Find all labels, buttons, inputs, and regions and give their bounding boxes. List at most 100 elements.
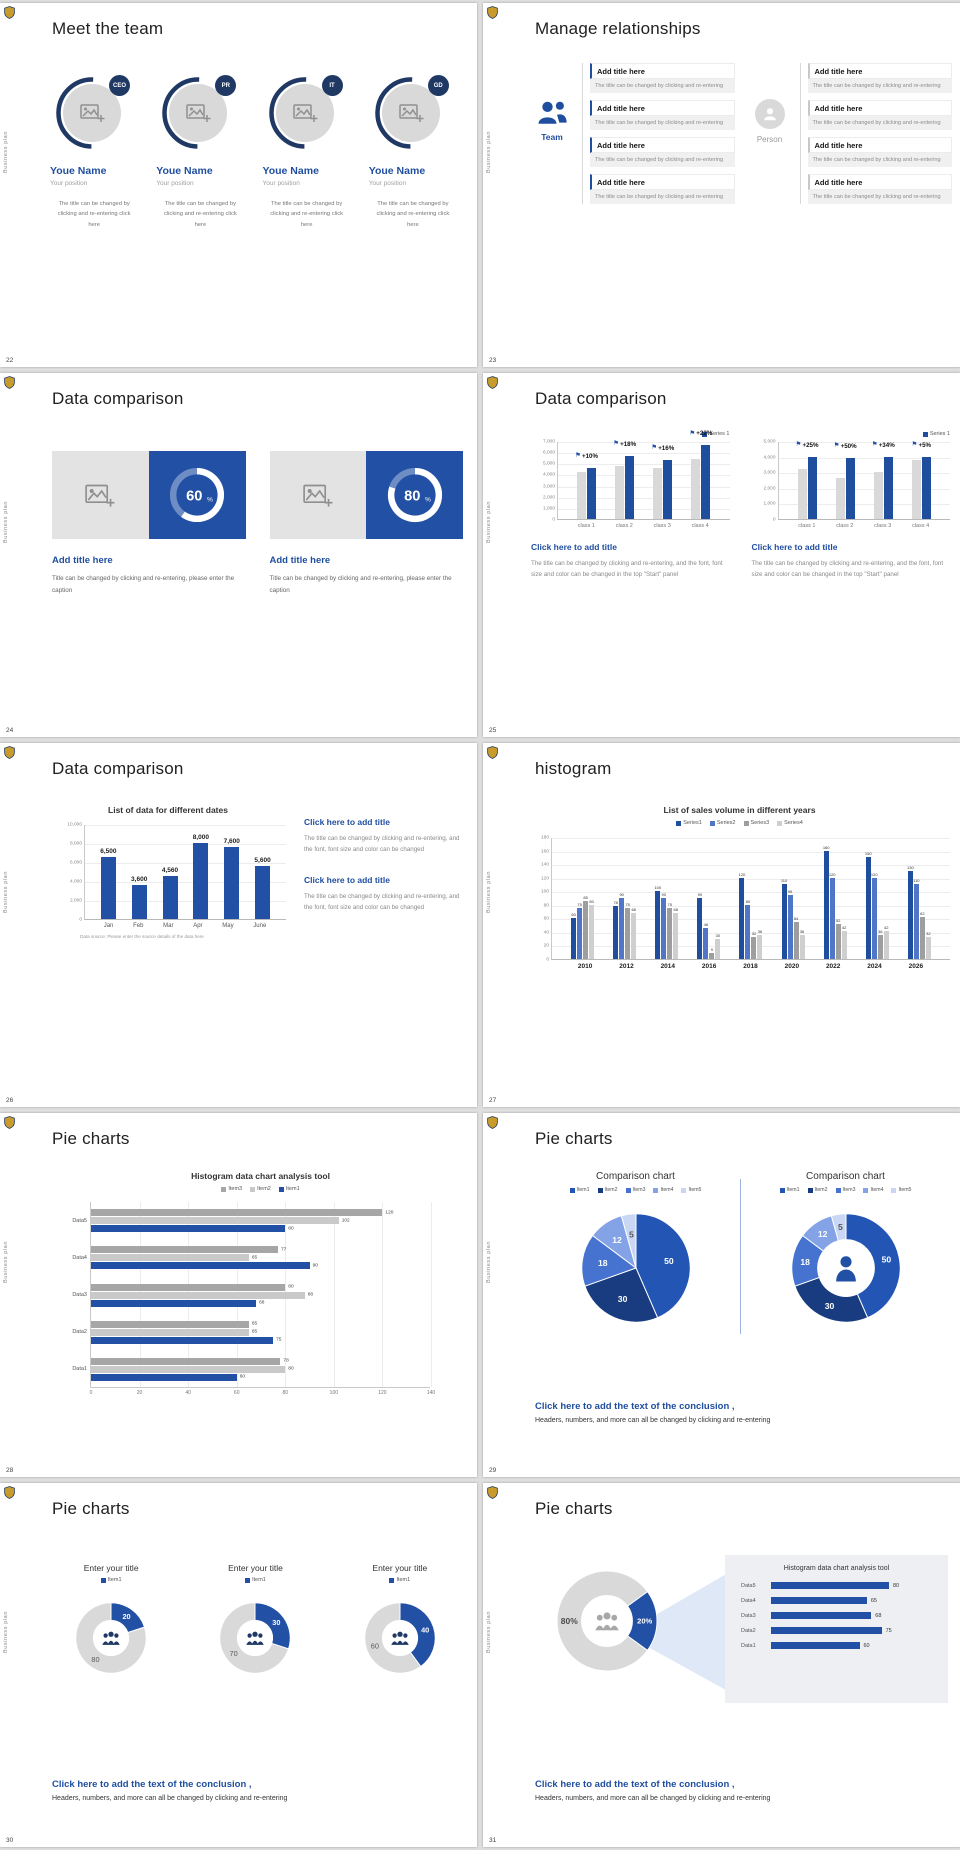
slide-26[interactable]: Data comparison List of data for differe… [0,743,477,1107]
sidebar-vertical-label: Business plan [3,131,9,174]
avatar: CEO [50,75,130,153]
role-badge: PR [215,75,237,96]
legend-swatch-icon [597,1187,603,1193]
value-bar [807,456,817,519]
slide-number: 28 [6,1467,14,1474]
slide-28[interactable]: Pie charts Histogram data chart analysis… [0,1113,477,1477]
slide-title: Data comparison [535,389,667,408]
legend-label: Item3 [632,1187,646,1193]
axis-tick-label: 140 [426,1390,436,1396]
category-label: Jan [103,923,114,929]
legend-label: Item2 [604,1187,618,1193]
caption-desc: The title can be changed by clicking and… [304,893,460,912]
slide-30[interactable]: Pie charts Enter your title Item1 20 80 Ente… [0,1483,477,1847]
chart-legend: Item1 [335,1577,465,1583]
slide-27[interactable]: histogram List of sales volume in differ… [483,743,960,1107]
bar-group: 78 90 75 68 [613,892,637,959]
bar-group: 110 95 54 36 [781,878,805,959]
legend-item: Item2 [597,1187,618,1193]
bar-value-label: 5,600 [254,856,271,864]
bar-chart-panel: Histogram data chart analysis tool Data5 8… [725,1555,948,1703]
bar-value-label: 100 [654,885,662,891]
flag-icon: ⚑ [833,442,840,450]
bar-value-label: 36 [878,928,883,934]
slide-31[interactable]: Pie charts 20% 80% Histogram data chart an… [483,1483,960,1847]
bar [91,1254,249,1262]
bar-value-label: 32 [751,931,757,937]
pie-panel: Comparison chart Item1 Item2 Item3 Item4 Item… [741,1171,950,1342]
crest-logo-icon [487,1116,498,1129]
sidebar-vertical-label: Business plan [486,131,492,174]
team-icon [538,101,567,124]
chart-title: List of data for different dates [108,805,228,815]
svg-text:50: 50 [664,1256,674,1266]
base-bar [835,478,845,519]
legend-label: Item5 [688,1187,702,1193]
chart-legend: Series1 Series2 Series3 Series4 [529,820,950,826]
axis-tick-label: 100 [540,889,549,895]
bar-value-label: 9 [710,946,713,952]
slide-number: 24 [6,727,14,734]
bar-value-label: 68 [673,906,679,912]
crest-logo-icon [487,1486,498,1499]
bar [91,1373,237,1381]
pie-charts-row: Comparison chart Item1 Item2 Item3 Item4 Item… [531,1171,950,1342]
bar-group: 160 120 52 42 [823,845,847,959]
slide-29[interactable]: Pie charts Comparison chart Item1 Item2 Ite… [483,1113,960,1477]
bar-value-label: 88 [307,1292,314,1298]
bar-value-label: 32 [926,931,931,937]
bar-group: 60 75 85 80 [571,895,595,959]
axis-tick-label: 0 [546,957,549,963]
bar-value-label: 7,600 [223,837,240,845]
member-position: Your position [262,180,300,187]
axis-tick-label: 3,000 [542,484,555,490]
bar: 30 [715,933,721,959]
category-label: 2010 [577,963,593,970]
axis-tick-label: 0 [79,917,82,923]
flag-icon: ⚑ [613,439,620,447]
slide-title: Pie charts [535,1129,613,1148]
donut-and-bars: 20% 80% Histogram data chart analysis tool… [529,1547,948,1717]
slide-22[interactable]: Meet the team CEO Youe Name Your position T… [0,3,477,367]
legend-swatch-icon [389,1577,395,1583]
category-label: May [222,923,234,929]
svg-text:30: 30 [617,1294,627,1304]
slide-24[interactable]: Data comparison 60% Add title here Title c… [0,373,477,737]
flag-icon: ⚑ [575,452,582,459]
chart-title: Comparison chart [806,1171,885,1182]
bar-group: ⚑ +18% [613,440,636,519]
legend-item: Item3 [221,1186,242,1192]
role-badge: GD [427,75,449,96]
slide-number: 31 [489,1837,497,1844]
bar-value-label: 6,500 [100,848,117,856]
bar-group: 150 120 36 42 [865,851,889,959]
bar-group: 100 90 75 68 [654,885,679,959]
svg-text:12: 12 [817,1229,827,1239]
bar: 90 [619,892,625,959]
legend-item: Item1 [100,1577,122,1583]
legend-item: Series 1 [922,431,950,437]
bar-value-label: 65 [251,1255,258,1261]
avatar-circle [162,77,228,149]
slide-25[interactable]: Data comparison Series 1 0 1,000 2,000 3,000… [483,373,960,737]
slide-23[interactable]: Manage relationships Team Add title here T… [483,3,960,367]
axis-tick-label: 7,000 [542,439,555,445]
panel-desc: Title can be changed by clicking and re-… [52,575,235,594]
sidebar-vertical-label: Business plan [486,871,492,914]
axis-tick-label: 120 [540,876,549,882]
donut-charts-row: Enter your title Item1 20 80 Enter your titl… [46,1563,465,1690]
chart-title: Enter your title [83,1563,139,1573]
category-label: class 2 [836,523,854,529]
value-bar [883,456,893,519]
category-label: June [253,923,267,929]
legend-swatch-icon [702,431,708,437]
axis-tick-label: 1,000 [542,506,555,512]
category-label: Data5 [72,1217,87,1224]
relation-blocks: Add title here The title can be changed b… [799,63,952,205]
slide-number: 29 [489,1467,497,1474]
relation-title: Add title here [590,63,735,79]
legend-label: Series4 [784,820,803,826]
bar [771,1627,882,1634]
slide-title: histogram [535,759,612,778]
